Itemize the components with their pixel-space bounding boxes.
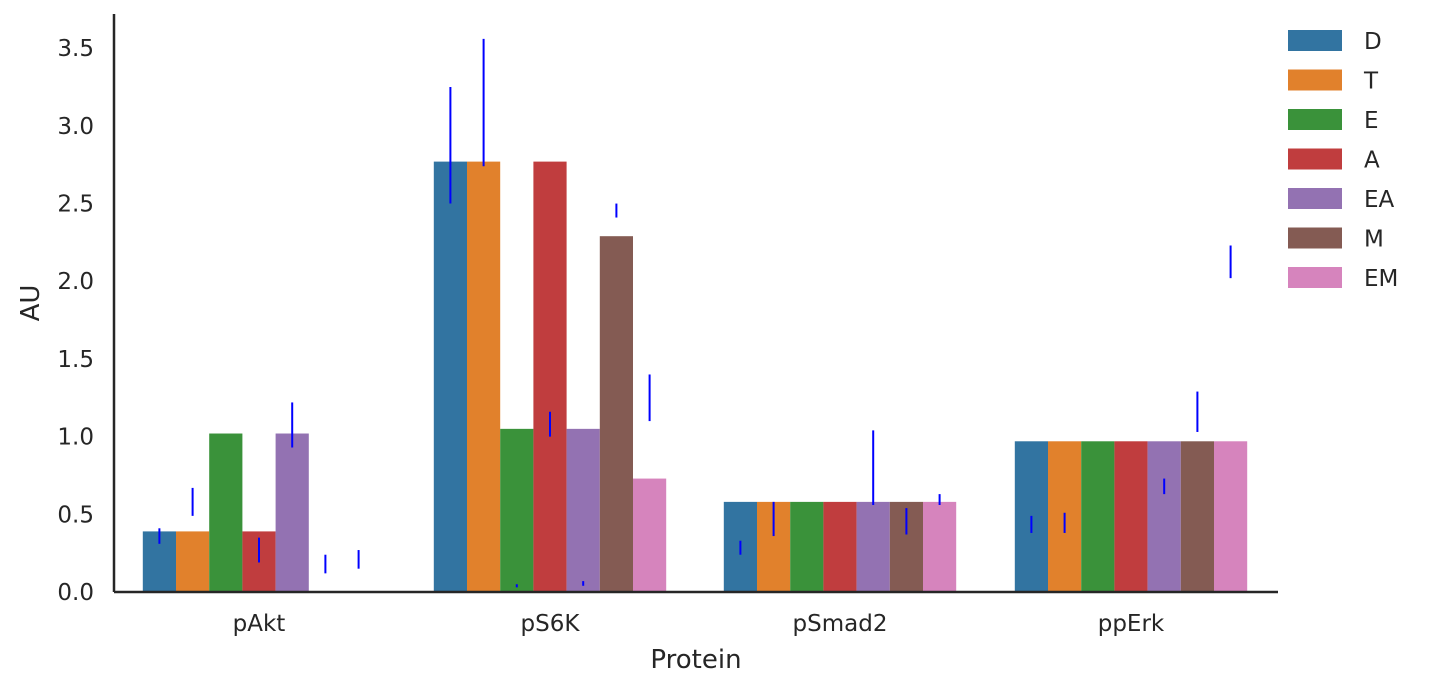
bar-EM-pSmad2 [923,501,957,592]
x-tick-label-pSmad2: pSmad2 [793,611,888,637]
x-tick-label-pS6K: pS6K [521,611,581,637]
legend-swatch-EA [1288,188,1342,209]
bar-EA-pSmad2 [856,501,890,592]
bar-EA-pAkt [275,433,309,592]
x-axis-title: Protein [650,645,741,675]
x-tick-label-pAkt: pAkt [233,611,286,637]
x-tick-labels: pAkt pS6K pSmad2 ppErk [233,611,1165,637]
bars-layer [142,161,1248,592]
legend-label-M: M [1364,227,1384,253]
legend-label-EM: EM [1364,266,1398,292]
bar-E-pAkt [209,433,243,592]
legend-swatch-E [1288,109,1342,130]
legend-swatch-EM [1288,267,1342,288]
bar-EA-pS6K [566,428,600,592]
y-tick-label: 2.5 [57,192,94,218]
y-tick-label: 2.0 [57,269,94,295]
y-tick-label: 3.5 [57,36,94,62]
bar-D-pS6K [433,161,467,592]
bar-E-pSmad2 [790,501,824,592]
legend-swatch-M [1288,227,1342,249]
y-tick-label: 0.5 [57,502,94,528]
bar-M-pS6K [599,236,633,592]
bar-EM-ppErk [1214,441,1248,592]
y-tick-label: 1.0 [57,425,94,451]
y-tick-label: 0.0 [57,580,94,606]
bar-M-ppErk [1180,441,1214,592]
legend-swatch-T [1288,69,1342,91]
y-axis-title: AU [16,285,46,322]
bar-T-pS6K [467,161,501,592]
legend-label-E: E [1364,108,1379,134]
error-bars-layer [158,38,1232,588]
bar-EM-pS6K [633,478,667,592]
y-tick-label: 3.0 [57,114,94,140]
legend-label-T: T [1363,69,1379,95]
bar-T-pAkt [176,531,210,592]
legend-swatch-D [1288,30,1342,51]
legend-label-D: D [1364,29,1382,55]
bar-E-pS6K [500,428,534,592]
y-tick-label: 1.5 [57,347,94,373]
y-tick-labels: 0.0 0.5 1.0 1.5 2.0 2.5 3.0 3.5 [57,36,94,606]
legend-label-EA: EA [1364,187,1395,213]
bar-A-pSmad2 [823,501,857,592]
legend-label-A: A [1364,148,1380,174]
bar-A-pS6K [533,161,567,592]
bar-E-ppErk [1081,441,1115,592]
bar-A-ppErk [1114,441,1148,592]
legend-swatch-A [1288,148,1342,170]
x-tick-label-ppErk: ppErk [1098,611,1165,637]
bar-EA-ppErk [1147,441,1181,592]
axes-layer [112,14,1278,594]
